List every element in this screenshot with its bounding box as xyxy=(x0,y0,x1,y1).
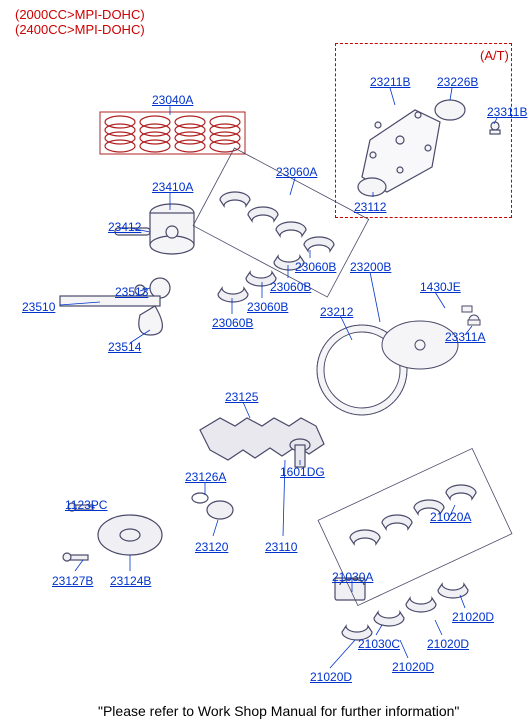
part-label-1430JE[interactable]: 1430JE xyxy=(420,280,461,294)
part-label-23060B[interactable]: 23060B xyxy=(295,260,336,274)
part-label-1123PC[interactable]: 1123PC xyxy=(65,498,107,512)
part-label-21030C[interactable]: 21030C xyxy=(358,637,400,651)
part-label-23200B[interactable]: 23200B xyxy=(350,260,391,274)
part-label-23412[interactable]: 23412 xyxy=(108,220,141,234)
part-label-23040A[interactable]: 23040A xyxy=(152,93,193,107)
footer-note: "Please refer to Work Shop Manual for fu… xyxy=(98,703,459,719)
part-label-21020D[interactable]: 21020D xyxy=(427,637,469,651)
part-label-23060B[interactable]: 23060B xyxy=(247,300,288,314)
part-label-21020D[interactable]: 21020D xyxy=(452,610,494,624)
part-label-21030A[interactable]: 21030A xyxy=(332,570,373,584)
part-label-23514[interactable]: 23514 xyxy=(108,340,141,354)
part-label-23060A[interactable]: 23060A xyxy=(276,165,317,179)
part-label-23060B[interactable]: 23060B xyxy=(212,316,253,330)
part-label-23124B[interactable]: 23124B xyxy=(110,574,151,588)
part-label-23212[interactable]: 23212 xyxy=(320,305,353,319)
part-label-23510[interactable]: 23510 xyxy=(22,300,55,314)
part-label-23311A[interactable]: 23311A xyxy=(445,330,485,344)
part-label-23125[interactable]: 23125 xyxy=(225,390,258,404)
part-label-23226B[interactable]: 23226B xyxy=(437,75,478,89)
part-label-21020A[interactable]: 21020A xyxy=(430,510,471,524)
part-label-21020D[interactable]: 21020D xyxy=(392,660,434,674)
part-label-23211B[interactable]: 23211B xyxy=(370,75,410,89)
part-label-23311B[interactable]: 23311B xyxy=(487,105,527,119)
part-label-23513[interactable]: 23513 xyxy=(115,285,148,299)
part-label-21020D[interactable]: 21020D xyxy=(310,670,352,684)
part-label-23110[interactable]: 23110 xyxy=(265,540,297,554)
part-label-23120[interactable]: 23120 xyxy=(195,540,228,554)
part-label-1601DG[interactable]: 1601DG xyxy=(280,465,325,479)
part-label-23127B[interactable]: 23127B xyxy=(52,574,93,588)
part-label-23060B[interactable]: 23060B xyxy=(270,280,311,294)
part-label-23126A[interactable]: 23126A xyxy=(185,470,226,484)
part-label-23410A[interactable]: 23410A xyxy=(152,180,193,194)
part-label-23112[interactable]: 23112 xyxy=(354,200,386,214)
